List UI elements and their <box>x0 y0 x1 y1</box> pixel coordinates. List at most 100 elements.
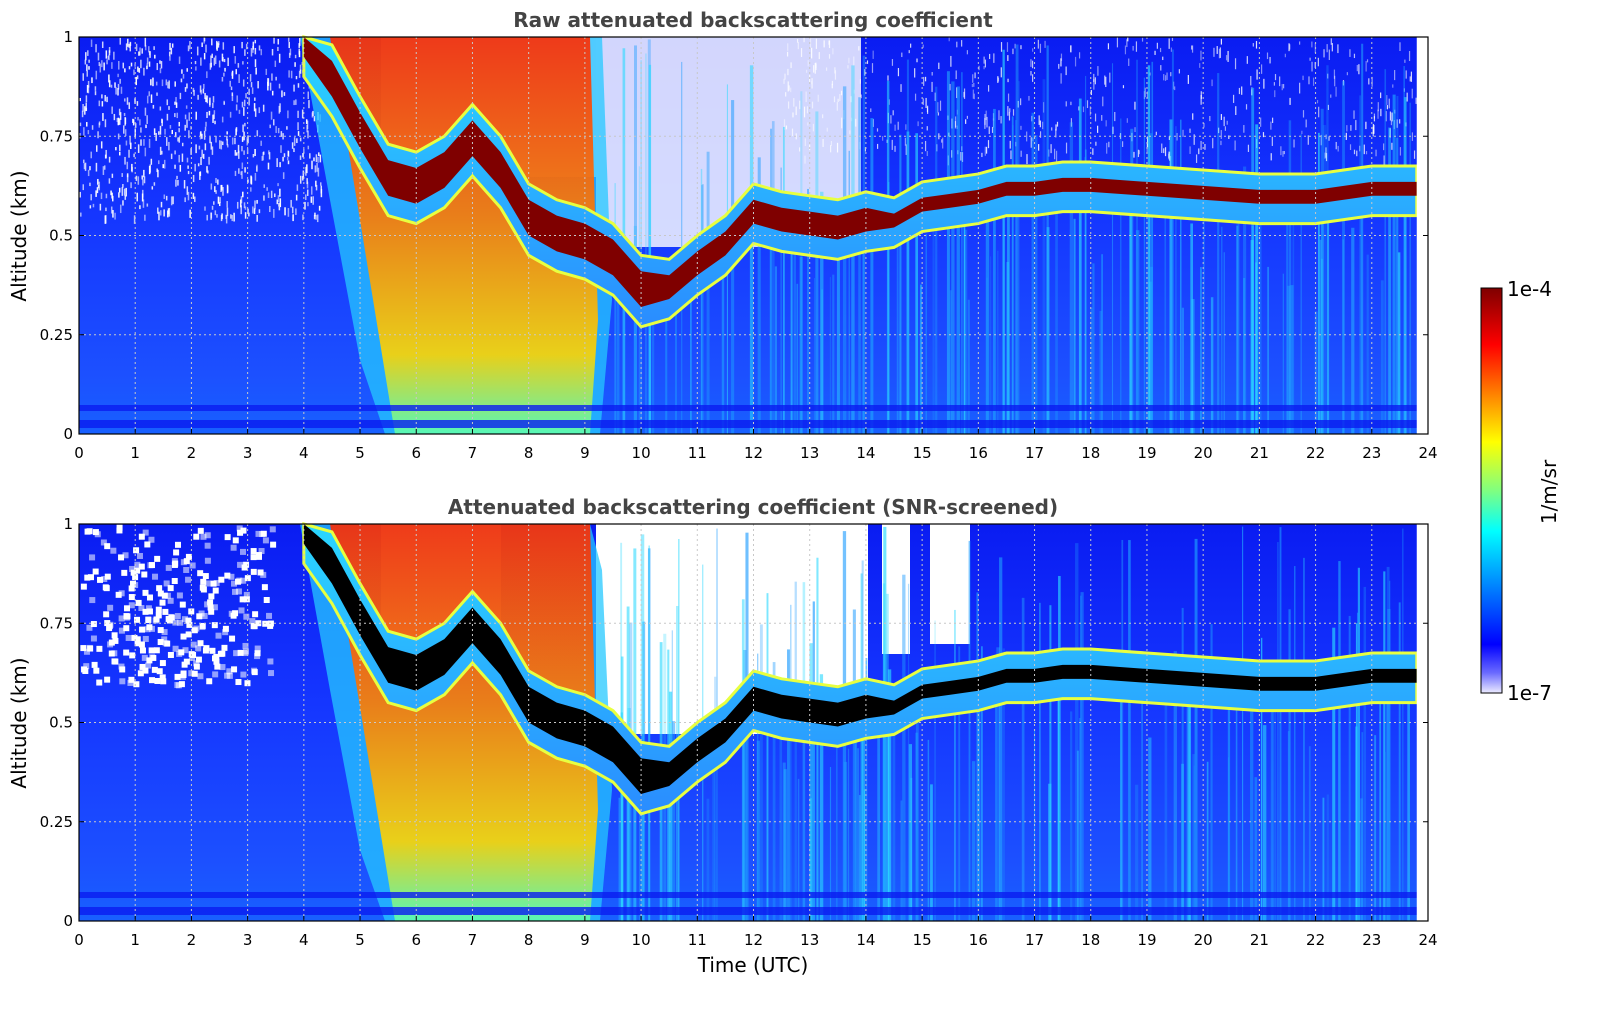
noise-dot <box>283 153 286 158</box>
masked-pixel <box>116 527 123 534</box>
streak <box>960 72 963 435</box>
streak <box>790 195 793 434</box>
noise-dot <box>230 214 232 219</box>
noise-dot <box>123 188 126 196</box>
streak <box>1326 794 1329 921</box>
noise-dot <box>144 37 147 47</box>
masked-pixel <box>269 526 276 533</box>
noise-dot <box>129 136 131 145</box>
masked-pixel <box>159 599 166 606</box>
noise-dot <box>1383 143 1385 151</box>
noise-dot <box>1124 45 1127 55</box>
noise-dot <box>278 202 280 207</box>
noise-dot <box>217 43 220 48</box>
masked-pixel <box>228 573 235 580</box>
streak <box>977 689 981 921</box>
noise-dot <box>1042 121 1044 130</box>
noise-dot <box>303 148 305 154</box>
noise-dot <box>254 200 256 210</box>
noise-dot <box>135 43 138 52</box>
noise-dot <box>238 74 240 84</box>
noise-dot <box>143 67 145 76</box>
noise-dot <box>124 195 127 200</box>
noise-dot <box>961 146 963 151</box>
noise-dot <box>245 43 248 50</box>
masked-pixel <box>128 594 135 601</box>
streak <box>1206 761 1209 921</box>
noise-dot <box>302 214 304 221</box>
noise-dot <box>211 205 214 210</box>
noise-dot <box>1127 37 1129 42</box>
noise-dot <box>182 74 185 79</box>
noise-dot <box>1122 141 1124 147</box>
masked-pixel <box>243 591 250 598</box>
streak <box>1048 783 1052 921</box>
masked-pixel <box>266 612 273 619</box>
noise-dot <box>190 148 192 155</box>
streak <box>769 217 772 434</box>
noise-dot <box>276 158 278 168</box>
x-axis: 0 1 2 3 4 5 6 7 8 9 10 11 12 13 14 15 16 17 18 19 20 21 22 23 24 <box>74 916 1438 949</box>
noise-dot <box>313 115 316 122</box>
noise-dot <box>110 206 113 214</box>
streak <box>648 64 652 434</box>
noise-dot <box>213 57 216 66</box>
noise-dot <box>939 100 942 111</box>
streak <box>900 800 903 921</box>
streak <box>819 674 824 921</box>
noise-dot <box>165 79 168 86</box>
noise-dot <box>1055 150 1058 162</box>
noise-dot <box>275 126 277 133</box>
masked-pixel <box>226 672 233 679</box>
noise-dot <box>121 173 123 177</box>
noise-dot <box>133 153 135 158</box>
noise-dot <box>1330 38 1332 45</box>
noise-dot <box>209 97 211 106</box>
streak <box>1164 704 1168 921</box>
masked-pixel <box>90 621 97 628</box>
noise-dot <box>252 154 255 158</box>
masked-pixel <box>250 568 257 575</box>
x-tick-label: 6 <box>411 444 421 462</box>
noise-dot <box>1399 42 1401 52</box>
noise-dot <box>98 122 101 128</box>
streak <box>996 647 1000 921</box>
noise-dot <box>887 75 889 81</box>
noise-dot <box>176 175 178 180</box>
masked-pixel <box>123 605 130 612</box>
noise-dot <box>100 192 103 200</box>
streak <box>1308 746 1311 921</box>
noise-dot <box>1307 135 1309 145</box>
noise-dot <box>897 121 899 130</box>
streak <box>1274 708 1276 921</box>
noise-dot <box>318 205 321 211</box>
noise-dot <box>83 127 85 136</box>
noise-dot <box>1026 154 1028 165</box>
noise-dot <box>162 164 164 169</box>
noise-dot <box>129 42 131 52</box>
noise-dot <box>267 162 270 170</box>
noise-dot <box>314 165 317 173</box>
streak <box>836 198 840 434</box>
noise-dot <box>134 63 136 67</box>
noise-dot <box>1065 66 1067 76</box>
noise-dot <box>241 101 244 108</box>
noise-dot <box>1160 65 1162 71</box>
noise-dot <box>924 140 927 152</box>
noise-dot <box>305 194 307 201</box>
noise-dot <box>159 106 162 111</box>
noise-dot <box>244 212 247 219</box>
masked-pixel <box>241 564 248 571</box>
noise-dot <box>1281 84 1283 91</box>
noise-dot <box>1030 71 1032 76</box>
x-tick-label: 5 <box>355 444 365 462</box>
masked-pixel <box>107 604 114 611</box>
noise-dot <box>254 172 257 181</box>
masked-pixel <box>250 554 257 561</box>
streak <box>1200 267 1202 434</box>
noise-dot <box>1324 152 1326 159</box>
x-tick-label: 3 <box>243 931 253 949</box>
noise-dot <box>195 144 197 154</box>
streak <box>749 65 754 435</box>
noise-dot <box>1195 154 1198 163</box>
